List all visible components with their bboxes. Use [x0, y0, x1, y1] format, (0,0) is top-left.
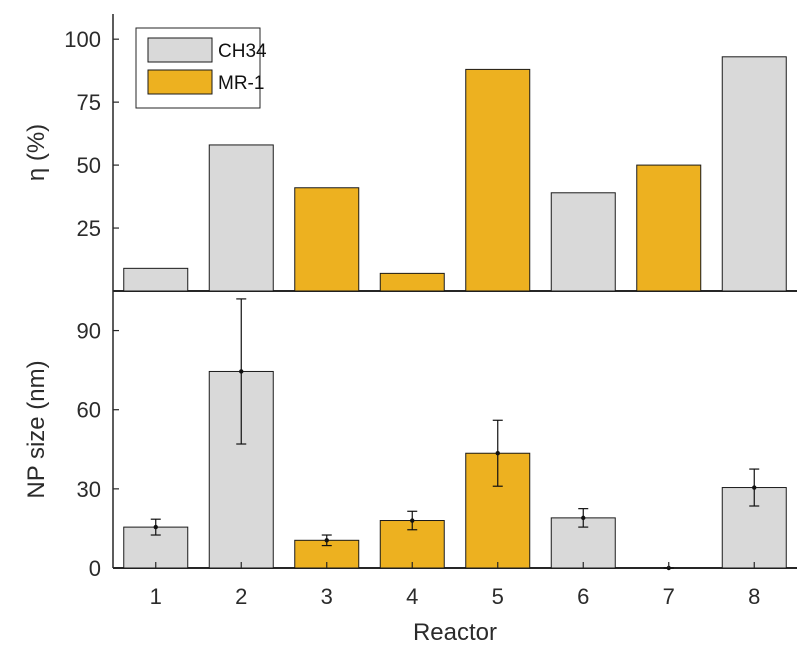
np-size-x-tick-label: 4 [406, 584, 418, 609]
efficiency-bar-reactor-3 [294, 187, 360, 292]
np-size-y-axis-label: NP size (nm) [23, 360, 50, 498]
efficiency-y-tick-label: 75 [77, 90, 101, 115]
efficiency-bar-reactor-8 [721, 56, 787, 292]
efficiency-bar-reactor-7 [636, 164, 702, 292]
efficiency-bar-reactor-6 [550, 192, 616, 292]
np-size-y-tick-label: 60 [77, 398, 101, 423]
np-size-x-tick-label: 5 [492, 584, 504, 609]
np-size-x-tick-label: 1 [150, 584, 162, 609]
efficiency-bar-reactor-4 [379, 272, 445, 292]
efficiency-panel: 25 50 75 100 η (%) [23, 14, 797, 292]
efficiency-bar-reactor-2 [208, 144, 274, 292]
np-size-error-bar-reactor-3 [321, 534, 332, 547]
np-size-x-tick-label: 2 [235, 584, 247, 609]
legend-label-mr-1: MR-1 [218, 73, 264, 94]
efficiency-bar-reactor-5 [465, 68, 531, 292]
np-size-error-bar-reactor-2 [236, 298, 247, 445]
np-size-error-bar-reactor-5 [492, 419, 503, 487]
legend-label-ch34: CH34 [218, 41, 267, 62]
np-size-error-bar-reactor-1 [150, 518, 161, 536]
np-size-error-bar-reactor-6 [578, 508, 589, 528]
efficiency-y-tick-label: 25 [77, 216, 101, 241]
np-size-y-tick-label: 90 [77, 319, 101, 344]
legend: CH34 MR-1 [135, 27, 267, 109]
legend-swatch-mr-1 [147, 69, 213, 95]
np-size-x-axis-label: Reactor [413, 619, 497, 646]
efficiency-y-axis-label: η (%) [23, 124, 50, 181]
np-size-y-tick-label: 30 [77, 477, 101, 502]
np-size-error-bar-reactor-8 [749, 468, 760, 507]
np-size-panel: 0 30 60 90 1 2 3 4 5 6 7 8 Reactor NP size (nm) [23, 291, 797, 646]
np-size-x-tick-label: 6 [577, 584, 589, 609]
efficiency-y-tick-label: 100 [64, 27, 101, 52]
efficiency-y-tick-label: 50 [77, 153, 101, 178]
np-size-x-tick-label: 7 [663, 584, 675, 609]
efficiency-bar-reactor-1 [123, 267, 189, 292]
legend-swatch-ch34 [147, 37, 213, 63]
np-size-error-bar-reactor-4 [407, 510, 418, 531]
np-size-x-tick-label: 8 [748, 584, 760, 609]
np-size-x-tick-label: 3 [321, 584, 333, 609]
np-size-y-tick-label: 0 [89, 556, 101, 581]
